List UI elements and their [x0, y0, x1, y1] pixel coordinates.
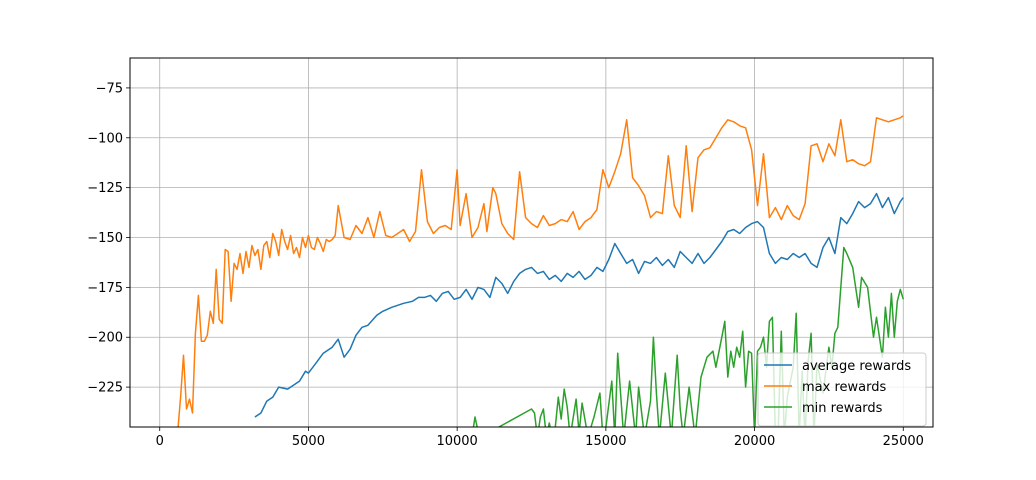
legend-box — [757, 352, 927, 427]
legend-label-max-rewards: max rewards — [802, 380, 886, 395]
x-tick-label: 20000 — [734, 434, 775, 449]
plot-frame — [129, 57, 934, 428]
y-tick-label: −175 — [87, 281, 123, 296]
x-axis: 0 5000 10000 15000 20000 25000 — [156, 427, 924, 449]
y-axis: −225 −200 −175 −150 −125 −100 −75 — [87, 81, 130, 396]
y-tick-label: −75 — [96, 81, 123, 96]
legend-label-min-rewards: min rewards — [802, 401, 883, 416]
x-tick-label: 25000 — [883, 434, 924, 449]
y-tick-label: −100 — [87, 131, 123, 146]
legend: average rewards max rewards min rewards — [757, 352, 927, 427]
x-tick-label: 0 — [156, 434, 164, 449]
x-tick-label: 5000 — [292, 434, 325, 449]
x-tick-label: 15000 — [585, 434, 626, 449]
y-tick-label: −200 — [87, 331, 123, 346]
series-line-max-rewards — [177, 115, 904, 427]
y-tick-label: −125 — [87, 181, 123, 196]
x-tick-label: 10000 — [436, 434, 477, 449]
y-tick-label: −150 — [87, 231, 123, 246]
y-tick-label: −225 — [87, 381, 123, 396]
legend-label-average-rewards: average rewards — [802, 359, 911, 374]
series-line-average-rewards — [254, 192, 904, 418]
